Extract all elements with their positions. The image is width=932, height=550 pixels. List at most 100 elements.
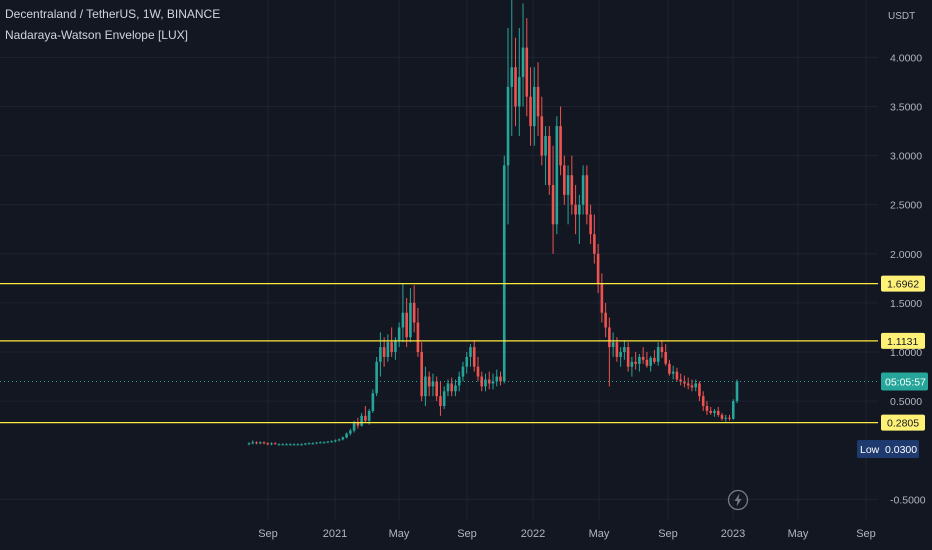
low-label: Low 0.0300 xyxy=(857,440,919,458)
candle-body xyxy=(728,417,731,419)
candle xyxy=(694,379,698,392)
y-tick-label: 1.5000 xyxy=(890,298,922,310)
candle-body xyxy=(713,410,716,413)
x-tick-label: 2021 xyxy=(323,528,347,540)
candle-body xyxy=(390,342,393,352)
candle-body xyxy=(532,86,536,127)
candle-body xyxy=(322,442,326,444)
candle-body xyxy=(315,442,318,444)
candle xyxy=(506,27,510,225)
candle xyxy=(439,381,442,416)
candle-body xyxy=(540,116,544,156)
candle-body xyxy=(349,430,352,434)
x-axis[interactable]: Sep 2021 May Sep 2022 May Sep 2023 May Sep xyxy=(258,528,876,540)
candle-body xyxy=(461,366,465,377)
candle-body xyxy=(675,371,679,380)
candle xyxy=(608,317,611,387)
candle-body xyxy=(510,67,514,87)
candle-body xyxy=(469,347,472,357)
candle xyxy=(660,340,664,358)
candle-body xyxy=(424,376,427,397)
candle-body xyxy=(412,302,416,323)
candle-body xyxy=(548,135,551,186)
current-price-label-text: 05:05:57 xyxy=(885,376,926,388)
candle-body xyxy=(668,363,671,374)
candle-body xyxy=(735,381,739,402)
candle xyxy=(330,440,333,443)
candle-body xyxy=(716,410,720,415)
y-tick-label: 2.5000 xyxy=(890,200,922,212)
candle xyxy=(446,379,450,397)
candle xyxy=(360,412,363,427)
candle xyxy=(578,194,581,244)
candle-body xyxy=(525,47,529,97)
candle xyxy=(285,443,288,446)
candle xyxy=(431,373,435,397)
y-tick-label: 4.0000 xyxy=(890,52,922,64)
candle xyxy=(536,62,540,136)
candle xyxy=(499,371,502,386)
candle-body xyxy=(371,393,375,411)
candle-body xyxy=(487,379,491,384)
x-tick-label: May xyxy=(589,528,610,540)
candle-body xyxy=(589,214,592,235)
candle-body xyxy=(258,442,262,444)
candle-body xyxy=(529,96,532,127)
candle-body xyxy=(709,410,713,413)
candle xyxy=(454,379,457,397)
candle-body xyxy=(442,391,446,407)
candle xyxy=(315,442,318,445)
level-label-bg xyxy=(881,414,925,431)
candle-body xyxy=(574,204,577,215)
candles xyxy=(247,0,739,446)
candle xyxy=(596,243,600,294)
candle xyxy=(322,441,326,444)
candle xyxy=(296,443,300,446)
candle-body xyxy=(292,444,296,446)
level-label: 1.6962 xyxy=(881,275,925,292)
candle xyxy=(304,443,307,446)
candle-body xyxy=(698,383,701,397)
candle xyxy=(484,373,487,392)
candle xyxy=(277,443,281,446)
candle-body xyxy=(611,342,615,348)
candle xyxy=(671,365,675,380)
candle xyxy=(649,355,652,372)
candle xyxy=(581,165,585,215)
chart-title[interactable]: Decentraland / TetherUS, 1W, BINANCE xyxy=(5,7,221,21)
candle xyxy=(551,145,555,254)
candle-body xyxy=(600,283,604,313)
candle xyxy=(367,408,371,425)
candle-body xyxy=(720,414,724,419)
candle xyxy=(435,376,438,402)
y-axis[interactable]: USDT 4.0000 3.5000 3.0000 2.5000 2.0000 1.5000… xyxy=(888,11,926,506)
candle xyxy=(525,18,529,117)
candle-body xyxy=(330,441,333,443)
y-tick-label: 3.0000 xyxy=(890,151,922,163)
lightning-icon[interactable] xyxy=(727,489,749,511)
candle-body xyxy=(502,165,506,382)
candle-body xyxy=(731,401,735,419)
candle-body xyxy=(345,433,348,438)
y-tick-label: 1.0000 xyxy=(890,347,922,359)
candle-body xyxy=(551,185,555,225)
candle xyxy=(311,442,315,445)
candle xyxy=(326,441,330,444)
candle-body xyxy=(296,444,300,446)
candle-body xyxy=(694,383,698,388)
y-tick-label: 3.5000 xyxy=(890,102,922,114)
candle xyxy=(701,391,705,411)
candle-body xyxy=(623,347,626,352)
candle-body xyxy=(656,347,660,362)
candle xyxy=(600,273,604,323)
candle-body xyxy=(311,443,315,445)
candle xyxy=(288,443,292,446)
x-tick-label: 2023 xyxy=(721,528,745,540)
candle-body xyxy=(690,385,694,388)
candle-body xyxy=(506,86,510,166)
candle-body xyxy=(641,356,645,360)
indicator-label[interactable]: Nadaraya-Watson Envelope [LUX] xyxy=(5,28,188,42)
candle xyxy=(641,347,645,364)
candle-body xyxy=(420,352,423,397)
